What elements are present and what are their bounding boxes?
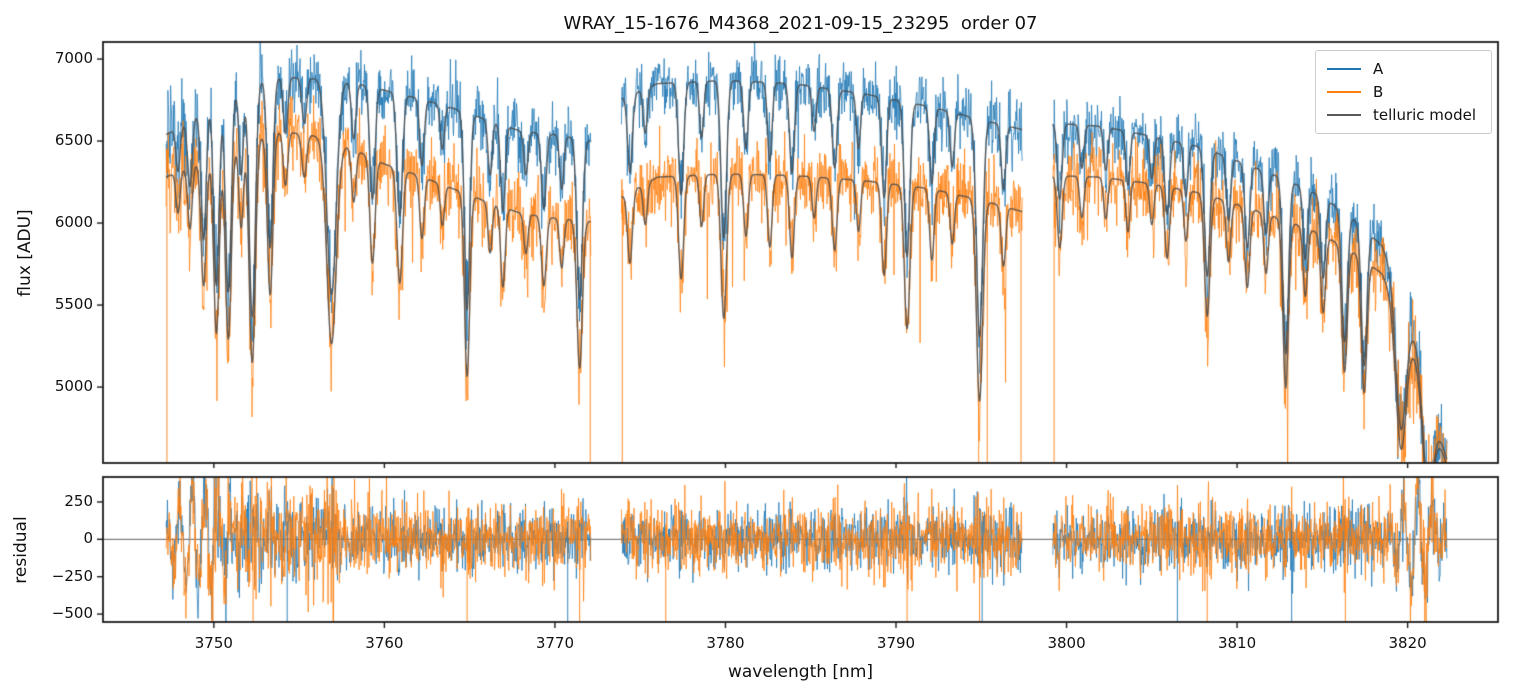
x-tick-label: 3820	[1388, 634, 1427, 652]
legend-label-telluric: telluric model	[1373, 106, 1477, 124]
flux-tick-label: 5000	[54, 377, 93, 396]
x-tick-label: 3800	[1047, 634, 1086, 652]
flux-tick-label: 7000	[54, 49, 93, 68]
legend-item-telluric-model: telluric model	[1327, 105, 1480, 125]
residual-tick-label: 250	[64, 491, 93, 510]
x-axis-label: wavelength [nm]	[727, 662, 874, 682]
x-tick-label: 3770	[535, 634, 575, 652]
residual-tick-label: 0	[83, 529, 93, 548]
legend: A B telluric model	[1315, 50, 1492, 134]
flux-tick-label: 5500	[54, 295, 93, 314]
x-tick-label: 3760	[365, 634, 404, 652]
x-tick-label: 3750	[194, 634, 233, 652]
flux-tick-label: 6500	[54, 131, 93, 150]
legend-label-B: B	[1373, 83, 1384, 101]
x-tick-label: 3780	[706, 634, 745, 652]
legend-item-B: B	[1327, 82, 1480, 102]
legend-line-A-icon	[1327, 67, 1361, 71]
x-tick-label: 3810	[1217, 634, 1257, 652]
legend-item-A: A	[1327, 59, 1480, 79]
residual-tick-label: −250	[51, 566, 93, 585]
legend-label-A: A	[1373, 60, 1384, 78]
flux-tick-label: 6000	[54, 213, 93, 232]
plot-title: WRAY_15-1676_M4368_2021-09-15_23295 orde…	[563, 13, 1038, 34]
x-tick-label: 3790	[876, 634, 916, 652]
legend-line-telluric-icon	[1327, 113, 1361, 117]
legend-line-B-icon	[1327, 90, 1361, 94]
residual-tick-label: −500	[51, 604, 93, 623]
residual-axis-label: residual	[11, 516, 31, 584]
